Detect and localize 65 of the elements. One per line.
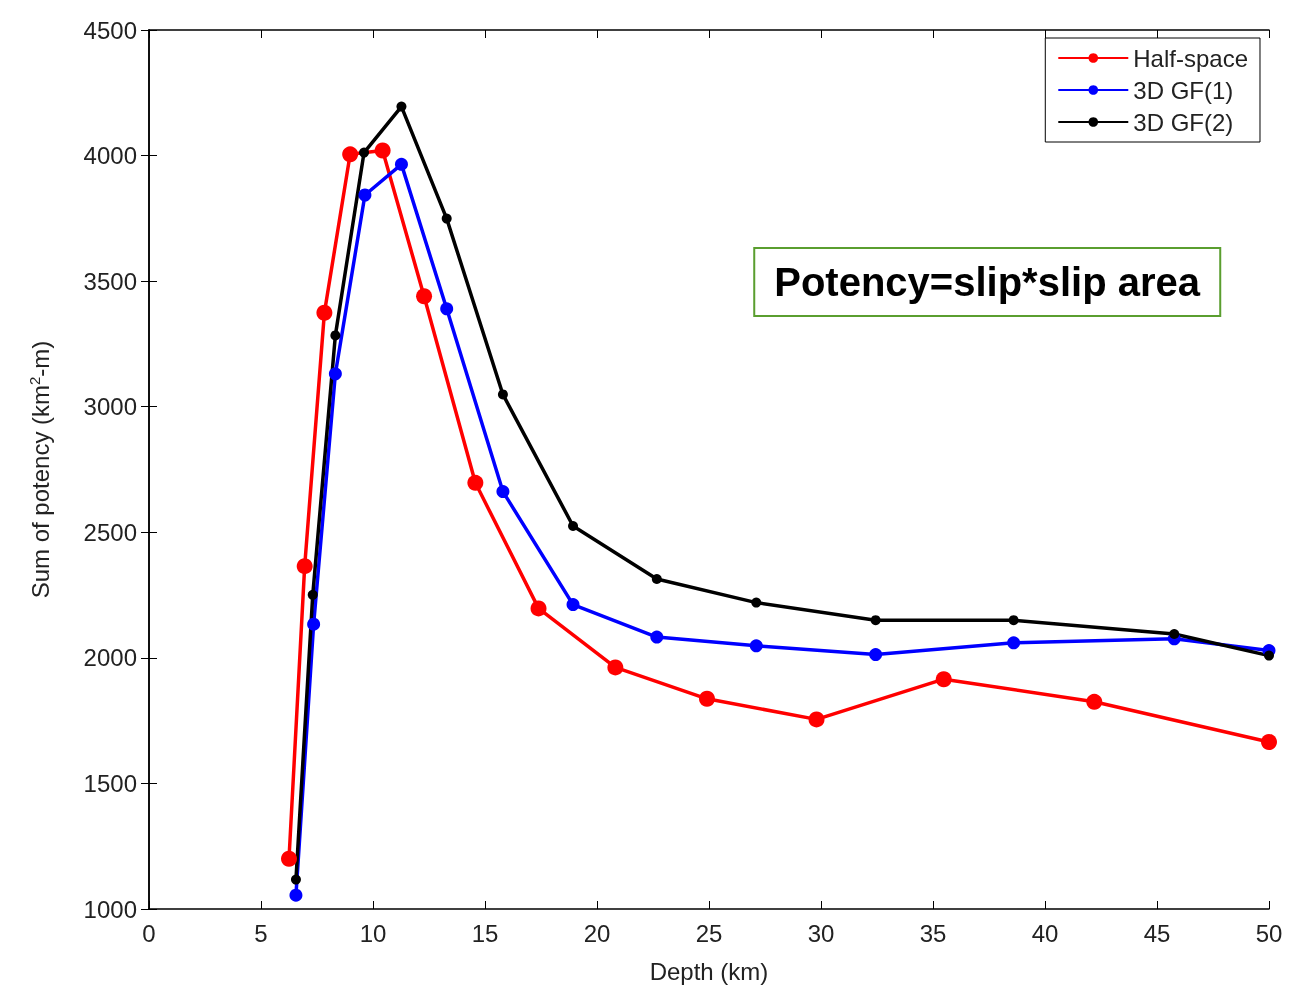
point [869,648,883,662]
x-tick-label: 35 [919,919,947,947]
point [307,617,321,631]
x-tick-label: 50 [1255,919,1283,947]
x-axis-title: Depth (km) [649,957,769,985]
x-tick-label: 5 [254,919,268,947]
point [359,147,370,158]
point [289,888,303,902]
legend-label: Half-space [1133,44,1248,72]
y-tick-label: 1000 [83,895,137,923]
point [607,659,624,676]
point [699,690,715,707]
point [1264,650,1274,661]
point [1086,693,1103,710]
legend-label: 3D GF(1) [1133,76,1234,104]
point [650,630,664,644]
point [808,711,825,728]
x-tick-label: 40 [1031,919,1059,947]
point [568,521,579,531]
point [307,589,318,600]
x-tick-label: 45 [1143,919,1171,947]
point [374,142,391,159]
y-tick-label: 2000 [83,644,137,672]
point [440,302,454,316]
point [530,600,547,617]
point [394,157,408,171]
point [396,101,407,112]
x-tick-label: 0 [142,919,156,947]
point [330,330,341,341]
point [416,288,433,305]
point [342,146,359,163]
y-tick-label: 4500 [83,16,137,44]
point [467,474,484,491]
point [497,389,508,400]
y-tick-label: 3000 [83,393,137,421]
point [749,639,763,653]
x-tick-label: 25 [695,919,723,947]
x-tick-label: 10 [359,919,387,947]
point [290,874,301,885]
point [316,304,333,321]
point [1261,733,1277,750]
point [935,671,952,688]
point [751,597,762,608]
point [651,574,662,584]
y-axis-title: Sum of potency (km2-m) [26,340,54,599]
point [358,188,372,202]
point [1169,629,1180,639]
point [566,598,580,612]
point [1007,636,1021,650]
point [296,558,313,575]
legend-label: 3D GF(2) [1133,108,1234,136]
point [496,485,510,499]
point [870,615,881,626]
y-tick-label: 3500 [83,267,137,295]
y-tick-label: 2500 [83,518,137,546]
annotation: Potency=slip*slip area [774,260,1201,304]
point [441,213,452,224]
point [328,367,342,381]
y-tick-label: 4000 [83,142,137,170]
x-tick-label: 15 [471,919,499,947]
point [281,850,297,867]
x-tick-label: 20 [583,919,611,947]
x-tick-label: 30 [807,919,835,947]
y-tick-label: 1500 [83,769,137,797]
point [1008,615,1019,626]
